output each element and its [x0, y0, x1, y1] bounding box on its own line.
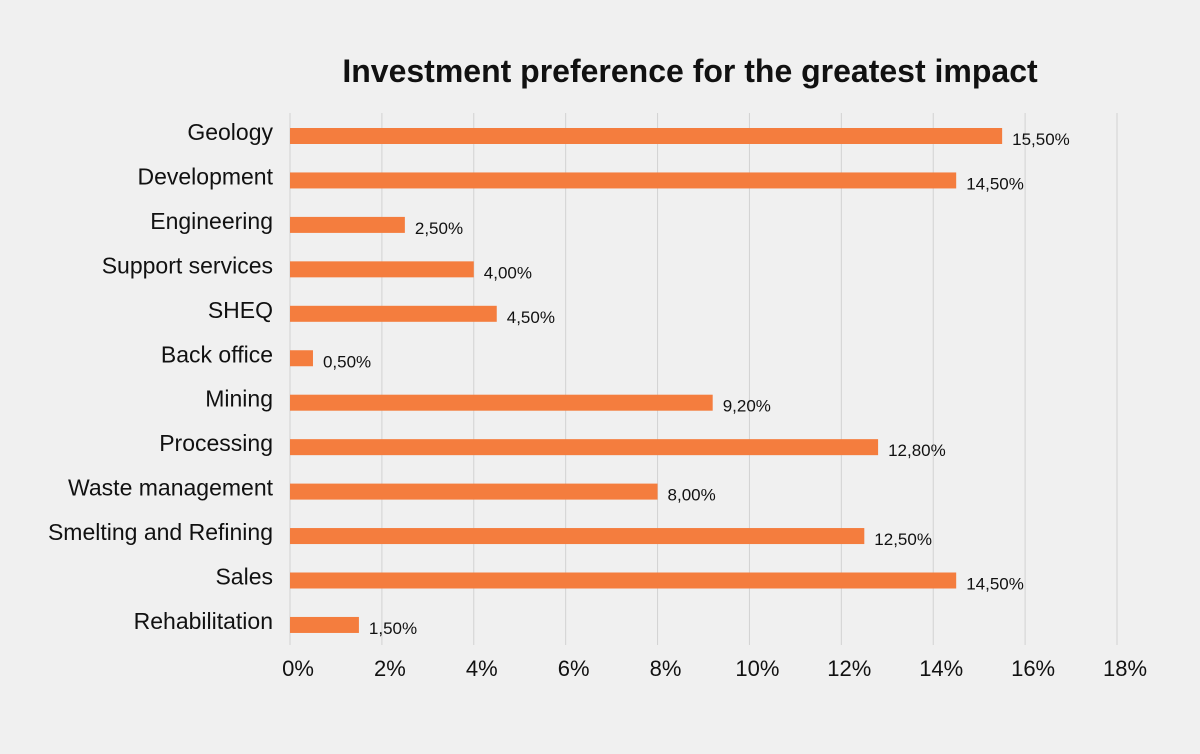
x-tick-label: 12% [827, 656, 871, 681]
bar [290, 616, 359, 633]
data-label: 4,50% [507, 308, 555, 327]
category-label: Mining [205, 386, 273, 412]
category-label: Smelting and Refining [48, 519, 273, 545]
bar [290, 528, 865, 545]
x-axis-ticks: 0% 2% 4% 6% 8% 10% 12% 14% 16% 18% [282, 656, 1147, 681]
data-label: 14,50% [966, 174, 1024, 193]
x-tick-label: 16% [1011, 656, 1055, 681]
bar [290, 261, 474, 278]
category-label: SHEQ [208, 297, 273, 323]
bar [290, 128, 1003, 144]
bar [290, 483, 658, 500]
x-tick-label: 18% [1103, 656, 1147, 681]
x-tick-label: 10% [735, 656, 779, 681]
category-label: Development [137, 163, 273, 189]
bar [290, 305, 497, 322]
category-label: Rehabilitation [134, 608, 273, 634]
data-label: 8,00% [668, 486, 716, 505]
x-tick-label: 2% [374, 656, 406, 681]
category-label: Engineering [150, 208, 273, 234]
data-label: 0,50% [323, 352, 371, 371]
category-label: Waste management [68, 475, 274, 501]
category-labels: Geology Development Engineering Support ser… [48, 119, 274, 634]
bar [290, 394, 713, 411]
bar [290, 572, 957, 589]
bar [290, 350, 313, 367]
bar [290, 439, 879, 456]
data-label: 12,50% [874, 530, 932, 549]
data-label: 2,50% [415, 219, 463, 238]
category-label: Processing [159, 430, 273, 456]
gridlines [289, 113, 1118, 645]
data-label: 14,50% [966, 575, 1024, 594]
category-label: Geology [187, 119, 273, 145]
data-labels: 15,50% 14,50% 2,50% 4,00% 4,50% 0,50% 9,20% 12,… [323, 130, 1070, 638]
bar [290, 172, 957, 189]
x-tick-label: 4% [466, 656, 498, 681]
data-label: 1,50% [369, 619, 417, 638]
category-label: Back office [161, 341, 273, 367]
bars [290, 128, 1003, 633]
category-label: Sales [215, 564, 273, 590]
category-label: Support services [102, 252, 273, 278]
x-tick-label: 0% [282, 656, 314, 681]
data-label: 12,80% [888, 441, 946, 460]
data-label: 15,50% [1012, 130, 1070, 149]
bar [290, 216, 405, 233]
data-label: 9,20% [723, 397, 771, 416]
data-label: 4,00% [484, 263, 532, 282]
x-tick-label: 8% [650, 656, 682, 681]
chart-title: Investment preference for the greatest i… [342, 53, 1038, 89]
x-tick-label: 6% [558, 656, 590, 681]
x-tick-label: 14% [919, 656, 963, 681]
